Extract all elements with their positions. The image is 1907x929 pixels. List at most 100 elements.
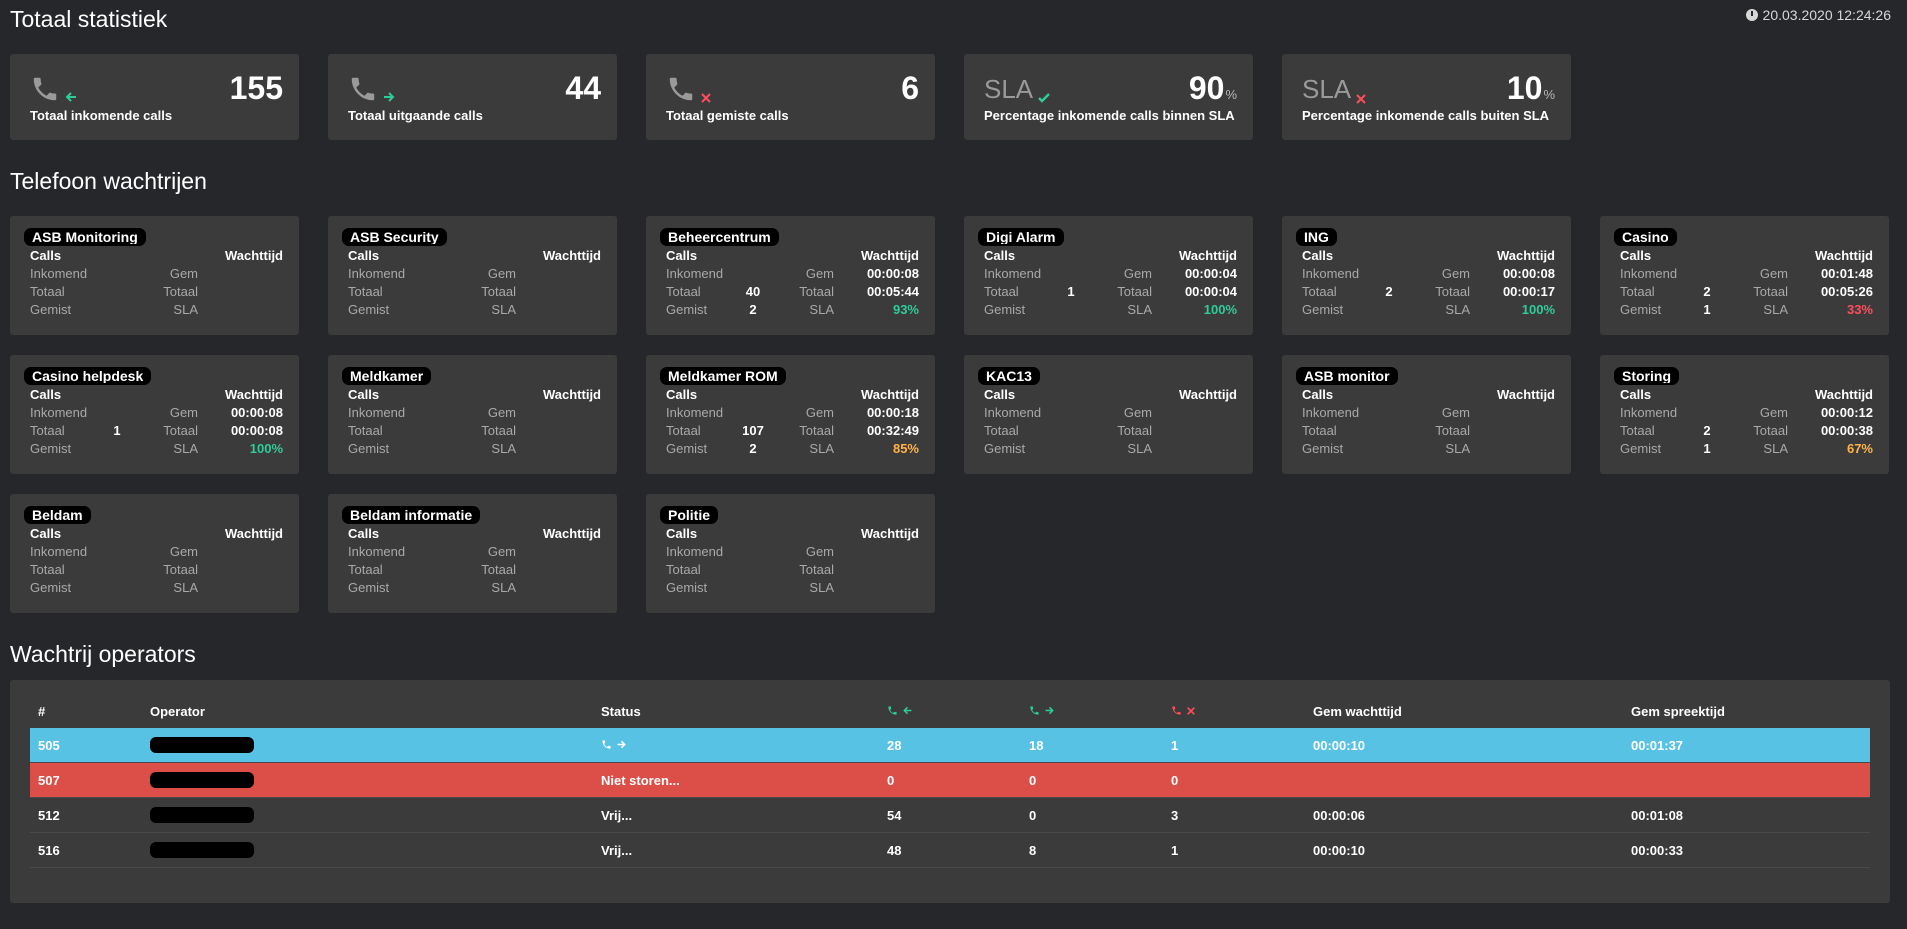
totaal-value: 1: [1067, 284, 1075, 299]
stat-number: 10: [1506, 70, 1543, 106]
inkomend-label: Inkomend: [348, 266, 406, 281]
table-row[interactable]: 507 Niet storen... 0 0 0: [30, 762, 1870, 798]
queue-card[interactable]: Casino Calls Wachttijd Inkomend Gem 00:0…: [1600, 216, 1889, 335]
queue-name: Beheercentrum: [660, 228, 779, 246]
totaal-time-label: Totaal: [1753, 423, 1788, 438]
queue-card[interactable]: Meldkamer ROM Calls Wachttijd Inkomend G…: [646, 355, 935, 474]
queue-card[interactable]: ASB Monitoring Calls Wachttijd Inkomend …: [10, 216, 299, 335]
stat-label: Totaal gemiste calls: [666, 108, 789, 123]
queue-card[interactable]: ASB Security Calls Wachttijd Inkomend Ge…: [328, 216, 617, 335]
phone-icon: [602, 739, 611, 749]
sla-label: SLA: [491, 441, 516, 456]
queue-card[interactable]: KAC13 Calls Wachttijd Inkomend Gem Totaa…: [964, 355, 1253, 474]
queue-header-row: Calls Wachttijd: [30, 526, 283, 542]
arrow-left-icon: [902, 706, 912, 714]
queue-card[interactable]: ASB monitor Calls Wachttijd Inkomend Gem…: [1282, 355, 1571, 474]
calls-label: Calls: [984, 387, 1016, 402]
inkomend-label: Inkomend: [984, 266, 1042, 281]
queue-card[interactable]: Digi Alarm Calls Wachttijd Inkomend Gem …: [964, 216, 1253, 335]
queue-header-row: Calls Wachttijd: [1620, 248, 1873, 264]
col-outgoing[interactable]: [1021, 694, 1163, 728]
col-incoming[interactable]: [879, 694, 1021, 728]
sla-label: SLA: [173, 580, 198, 595]
sla-label: SLA: [1127, 302, 1152, 317]
queue-card[interactable]: Beldam Calls Wachttijd Inkomend Gem Tota…: [10, 494, 299, 613]
queue-row-totaal: Totaal Totaal: [1302, 423, 1555, 439]
queue-card[interactable]: Storing Calls Wachttijd Inkomend Gem 00:…: [1600, 355, 1889, 474]
incoming-cell: 0: [879, 762, 1021, 798]
gemist-label: Gemist: [30, 302, 72, 317]
operator-cell: [142, 832, 593, 868]
col-gem-spreektijd[interactable]: Gem spreektijd: [1631, 703, 1725, 719]
totaal-label: Totaal: [1302, 423, 1337, 438]
queue-row-totaal: Totaal Totaal: [348, 562, 601, 578]
table-row[interactable]: 505 28 18 1 00:00:10 00:01:37: [30, 728, 1870, 763]
gem-label: Gem: [487, 405, 516, 420]
queue-card[interactable]: Beldam informatie Calls Wachttijd Inkome…: [328, 494, 617, 613]
wait-label: Wachttijd: [1814, 248, 1873, 263]
sla-ok-icons: SLA: [984, 74, 1051, 105]
inkomend-label: Inkomend: [1302, 266, 1360, 281]
totaal-time-label: Totaal: [163, 284, 198, 299]
queue-header-row: Calls Wachttijd: [666, 248, 919, 264]
queue-row-inkomend: Inkomend Gem: [666, 544, 919, 560]
queue-header-row: Calls Wachttijd: [30, 387, 283, 403]
col-missed[interactable]: [1163, 694, 1305, 728]
queue-row-inkomend: Inkomend Gem 00:00:08: [1302, 266, 1555, 282]
totaal-time-label: Totaal: [1117, 284, 1152, 299]
sla-label: SLA: [809, 441, 834, 456]
gem-label: Gem: [1123, 266, 1152, 281]
wait-label: Wachttijd: [1496, 387, 1555, 402]
queue-name: Casino helpdesk: [24, 367, 152, 385]
inkomend-label: Inkomend: [348, 544, 406, 559]
queue-row-totaal: Totaal 2 Totaal 00:00:38: [1620, 423, 1873, 439]
queue-row-totaal: Totaal Totaal: [666, 562, 919, 578]
stat-label: Totaal uitgaande calls: [348, 108, 483, 123]
missed-cell: 1: [1163, 832, 1305, 868]
queue-row-inkomend: Inkomend Gem 00:00:12: [1620, 405, 1873, 421]
queue-header-row: Calls Wachttijd: [1302, 248, 1555, 264]
gemist-value: 2: [749, 302, 757, 317]
incoming-cell: 54: [879, 797, 1021, 833]
totaal-value: 2: [1703, 284, 1711, 299]
sla-label: SLA: [491, 302, 516, 317]
gemist-label: Gemist: [348, 441, 390, 456]
stat-value: 90%: [1189, 70, 1237, 107]
col-status[interactable]: Status: [601, 703, 641, 719]
outgoing-cell: 0: [1021, 762, 1163, 798]
calls-label: Calls: [666, 248, 698, 263]
table-row[interactable]: 516 Vrij... 48 8 1 00:00:10 00:00:33: [30, 832, 1870, 868]
redacted-operator-name: [150, 842, 254, 859]
col-num[interactable]: #: [38, 703, 46, 719]
stat-value: 6: [901, 70, 919, 106]
stat-number: 90: [1188, 70, 1225, 106]
gem-label: Gem: [805, 405, 834, 420]
queue-card[interactable]: Meldkamer Calls Wachttijd Inkomend Gem T…: [328, 355, 617, 474]
totaal-time-value: 00:05:26: [1820, 284, 1873, 299]
gem-value: 00:01:48: [1820, 266, 1873, 281]
sla-label: SLA: [1763, 302, 1788, 317]
queue-card[interactable]: ING Calls Wachttijd Inkomend Gem 00:00:0…: [1282, 216, 1571, 335]
queue-header-row: Calls Wachttijd: [348, 248, 601, 264]
queue-row-totaal: Totaal 40 Totaal 00:05:44: [666, 284, 919, 300]
calls-label: Calls: [1620, 248, 1652, 263]
col-gem-wachttijd[interactable]: Gem wachttijd: [1313, 703, 1402, 719]
sla-label: SLA: [1445, 302, 1470, 317]
gemist-label: Gemist: [1620, 302, 1662, 317]
table-row[interactable]: 512 Vrij... 54 0 3 00:00:06 00:01:08: [30, 797, 1870, 833]
queue-card[interactable]: Casino helpdesk Calls Wachttijd Inkomend…: [10, 355, 299, 474]
table-header-row: # Operator Status Gem wachttijd Gem spre…: [30, 694, 1870, 728]
queue-card[interactable]: Politie Calls Wachttijd Inkomend Gem Tot…: [646, 494, 935, 613]
queue-row-inkomend: Inkomend Gem: [348, 405, 601, 421]
stat-unit: %: [1225, 87, 1237, 102]
sla-word: SLA: [984, 74, 1034, 104]
col-operator[interactable]: Operator: [150, 703, 205, 719]
queue-name: Meldkamer ROM: [660, 367, 786, 385]
incoming-call-icons: [30, 74, 78, 104]
totaal-label: Totaal: [666, 284, 701, 299]
inkomend-label: Inkomend: [984, 405, 1042, 420]
queue-card[interactable]: Beheercentrum Calls Wachttijd Inkomend G…: [646, 216, 935, 335]
gem-value: 00:00:08: [866, 266, 919, 281]
status-cell: [593, 728, 879, 763]
sla-label: SLA: [491, 580, 516, 595]
